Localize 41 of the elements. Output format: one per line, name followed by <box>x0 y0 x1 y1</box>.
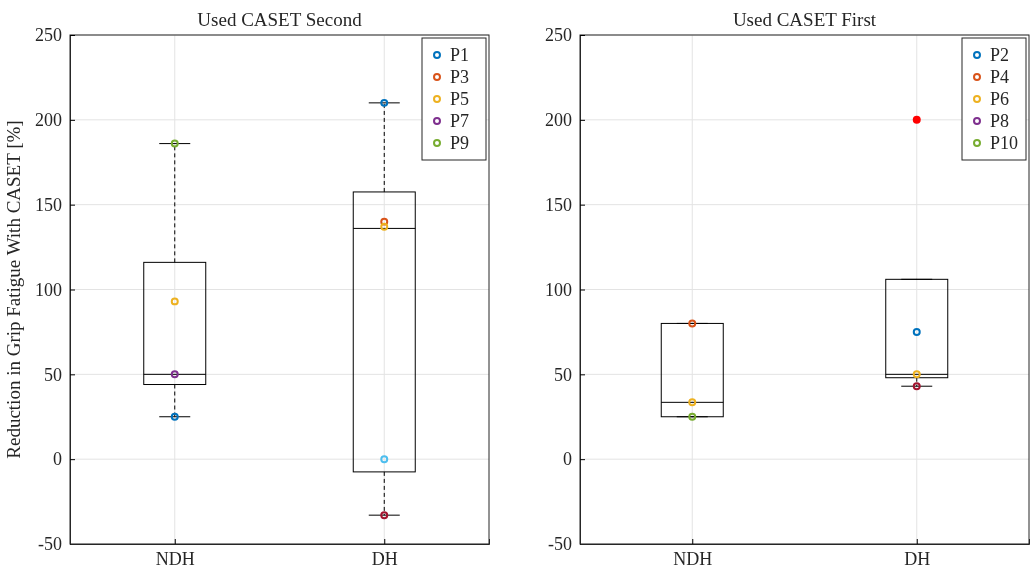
point <box>380 98 389 107</box>
point <box>912 370 921 379</box>
y-tick-label: 50 <box>554 364 572 385</box>
y-tick-label: 150 <box>35 194 62 215</box>
legend-label: P9 <box>450 133 470 153</box>
y-tick-label: 250 <box>35 25 62 46</box>
y-tick-label: 0 <box>53 449 62 470</box>
y-tick-label: 100 <box>545 279 572 300</box>
y-tick-label: 0 <box>563 449 572 470</box>
legend-label: P6 <box>990 89 1010 109</box>
y-tick-label: 200 <box>35 110 62 131</box>
point <box>688 398 697 407</box>
legend-label: P4 <box>990 67 1010 87</box>
y-tick-label: 150 <box>545 194 572 215</box>
legend-label: P5 <box>450 89 470 109</box>
x-tick-label: NDH <box>155 548 195 569</box>
y-tick-label: -50 <box>38 534 62 555</box>
legend-label: P1 <box>450 45 470 65</box>
legend-label: P3 <box>450 67 470 87</box>
point <box>688 412 697 421</box>
point <box>688 319 697 328</box>
y-tick-label: 200 <box>545 110 572 131</box>
point <box>170 139 179 148</box>
x-tick-label: DH <box>904 548 931 569</box>
point <box>170 370 179 379</box>
x-tick-label: DH <box>371 548 398 569</box>
legend-label: P8 <box>990 111 1010 131</box>
point <box>380 222 389 231</box>
y-axis-title: Reduction in Grip Fatigue With CASET [%] <box>3 120 24 459</box>
point <box>170 297 179 306</box>
chart-title: Used CASET First <box>732 9 877 30</box>
legend-label: P7 <box>450 111 470 131</box>
y-tick-label: -50 <box>548 534 572 555</box>
y-tick-label: 50 <box>44 364 62 385</box>
legend-label: P2 <box>990 45 1010 65</box>
y-tick-label: 100 <box>35 279 62 300</box>
chart-title: Used CASET Second <box>197 9 363 30</box>
x-tick-label: NDH <box>673 548 713 569</box>
legend-label: P10 <box>990 133 1019 153</box>
y-tick-label: 250 <box>545 25 572 46</box>
point <box>170 412 179 421</box>
